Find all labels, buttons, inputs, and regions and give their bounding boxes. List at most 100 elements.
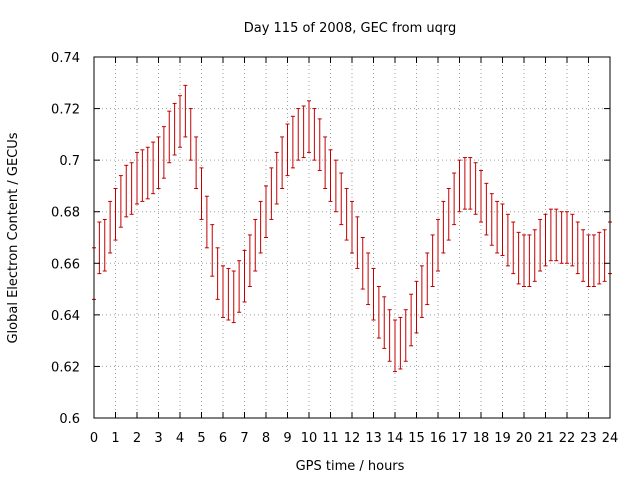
- error-bar-point: [382, 296, 387, 349]
- error-bar-point: [129, 162, 134, 215]
- x-tick-label: 11: [322, 431, 339, 446]
- error-bar-point: [172, 102, 177, 156]
- y-axis-label: Global Electron Content / GECUs: [6, 132, 21, 343]
- chart-title: Day 115 of 2008, GEC from uqrg: [244, 21, 457, 36]
- error-bar-point: [97, 221, 102, 275]
- error-bar-point: [237, 260, 242, 313]
- error-bar-point: [102, 218, 107, 272]
- x-tick-label: 8: [262, 431, 270, 446]
- error-bar-point: [215, 247, 220, 300]
- error-bar-point: [307, 100, 311, 153]
- x-tick-label: 21: [537, 431, 554, 446]
- error-bar-point: [597, 231, 602, 285]
- error-bar-point: [199, 167, 204, 220]
- error-bar-point: [457, 159, 462, 213]
- x-tick-label: 4: [176, 431, 184, 446]
- error-bar-point: [108, 200, 113, 254]
- error-bar-point: [473, 162, 478, 215]
- error-bar-point: [425, 252, 430, 306]
- error-bar-point: [495, 200, 500, 254]
- x-tick-label: 9: [283, 431, 291, 446]
- error-bar-point: [194, 136, 199, 190]
- error-bar-point: [575, 221, 580, 275]
- error-bar-point: [301, 105, 306, 159]
- error-bar-point: [258, 200, 263, 254]
- x-tick-label: 5: [197, 431, 205, 446]
- error-bar-point: [167, 110, 172, 164]
- error-bar-point: [253, 218, 258, 272]
- error-bar-point: [591, 234, 596, 287]
- x-tick-label: 17: [451, 431, 468, 446]
- error-bar-point: [586, 234, 591, 287]
- y-tick-label: 0.74: [51, 51, 80, 66]
- error-bars: [92, 84, 612, 373]
- error-bar-point: [398, 316, 403, 370]
- error-bar-point: [522, 234, 526, 287]
- error-bar-point: [242, 249, 247, 303]
- x-tick-label: 16: [430, 431, 447, 446]
- error-bar-point: [344, 188, 349, 241]
- error-bar-point: [290, 115, 295, 169]
- error-bar-point: [317, 118, 322, 171]
- error-bar-point: [446, 188, 451, 241]
- x-tick-label: 3: [154, 431, 162, 446]
- x-tick-label: 19: [494, 431, 511, 446]
- error-bar-point: [409, 293, 414, 347]
- error-bar-point: [414, 280, 419, 334]
- x-tick-label: 2: [133, 431, 141, 446]
- error-bar-point: [511, 221, 516, 275]
- error-bar-point: [376, 285, 381, 339]
- error-bar-point: [210, 224, 215, 277]
- error-bar-point: [505, 213, 510, 267]
- error-bar-point: [178, 95, 182, 148]
- error-bar-point: [280, 136, 285, 190]
- error-bar-point: [543, 213, 548, 267]
- error-bar-point: [500, 203, 505, 257]
- error-bar-point: [366, 252, 371, 306]
- error-bar-point: [602, 229, 607, 282]
- error-bar-point: [452, 172, 457, 226]
- error-bar-point: [333, 159, 338, 213]
- error-bar-point: [183, 84, 188, 138]
- error-bar-point: [151, 141, 156, 195]
- y-tick-label: 0.72: [51, 103, 80, 118]
- error-bar-point: [489, 193, 494, 246]
- error-bar-point: [328, 149, 333, 202]
- error-bar-point: [419, 265, 424, 318]
- y-tick-label: 0.62: [51, 360, 80, 375]
- error-bar-point: [350, 200, 354, 254]
- error-bar-point: [113, 188, 118, 241]
- tick-labels: 0 1 2 3 4 5 6 7 8 9 10 11 12 13 14 15 16 17 18 19 20 21 22 23 24…: [51, 51, 618, 446]
- error-bar-point: [221, 265, 225, 318]
- ticks: [93, 56, 611, 419]
- x-tick-label: 7: [240, 431, 248, 446]
- error-bar-point: [339, 172, 344, 226]
- error-bar-point: [140, 149, 145, 202]
- error-bar-point: [264, 185, 268, 238]
- error-bar-point: [247, 234, 252, 287]
- x-tick-label: 20: [516, 431, 533, 446]
- x-tick-label: 23: [580, 431, 597, 446]
- x-tick-label: 1: [111, 431, 119, 446]
- error-bar-point: [484, 182, 489, 236]
- y-tick-label: 0.6: [59, 412, 80, 427]
- error-bar-point: [371, 267, 376, 321]
- error-bar-point: [387, 309, 392, 362]
- error-bar-point: [156, 136, 161, 190]
- error-bar-point: [145, 146, 150, 200]
- error-bar-point: [570, 213, 575, 267]
- error-bar-point: [559, 211, 564, 264]
- x-tick-label: 10: [301, 431, 318, 446]
- error-bar-point: [430, 234, 435, 287]
- error-bar-point: [135, 151, 139, 205]
- y-tick-label: 0.7: [59, 154, 80, 169]
- error-bar-point: [548, 208, 553, 262]
- x-tick-label: 6: [219, 431, 227, 446]
- x-tick-label: 14: [387, 431, 404, 446]
- error-bar-point: [462, 157, 467, 210]
- x-tick-label: 0: [90, 431, 98, 446]
- y-tick-label: 0.66: [51, 257, 80, 272]
- x-tick-label: 15: [408, 431, 425, 446]
- x-tick-label: 22: [559, 431, 576, 446]
